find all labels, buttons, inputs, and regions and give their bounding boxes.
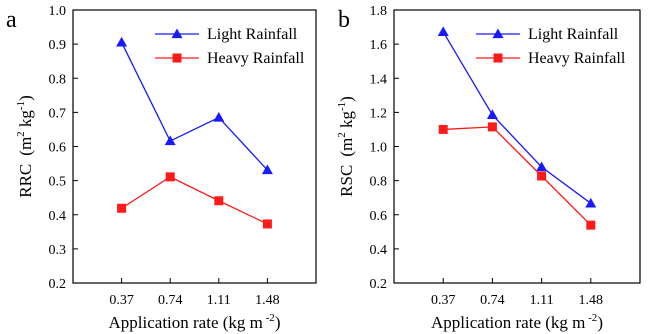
data-point-triangle bbox=[261, 164, 273, 175]
data-point-square bbox=[586, 220, 596, 230]
y-tick-label: 0.4 bbox=[49, 209, 67, 224]
x-tick-label: 1.11 bbox=[530, 293, 554, 308]
panel-label: b bbox=[338, 7, 350, 33]
x-axis-label-close: ) bbox=[275, 313, 281, 332]
data-point-square bbox=[438, 124, 448, 134]
x-tick-label: 0.37 bbox=[431, 293, 456, 308]
x-axis-label-main: Application rate (kg m bbox=[431, 313, 585, 332]
y-tick-label: 1.6 bbox=[370, 38, 388, 53]
y-tick-label: 0.2 bbox=[49, 277, 67, 292]
x-axis-label: Application rate (kg m -2) bbox=[431, 312, 603, 332]
y-axis-label: RRC (m2 kg-1) bbox=[15, 95, 35, 198]
y-tick-label: 0.3 bbox=[49, 243, 67, 258]
data-point-square bbox=[214, 196, 224, 206]
x-tick-label: 1.48 bbox=[579, 293, 604, 308]
y-tick-label: 0.2 bbox=[370, 277, 388, 292]
x-axis-label-close: ) bbox=[597, 313, 603, 332]
y-axis-label-unit-sup: -1 bbox=[336, 102, 348, 111]
y-tick-label: 1.4 bbox=[370, 72, 388, 87]
legend-marker-square bbox=[172, 53, 182, 63]
x-tick-label: 1.11 bbox=[207, 293, 231, 308]
series-line-1 bbox=[443, 126, 592, 226]
x-tick-label: 0.74 bbox=[158, 293, 183, 308]
data-point-triangle bbox=[585, 197, 597, 208]
y-tick-label: 0.8 bbox=[370, 175, 388, 190]
series-line-0 bbox=[121, 42, 268, 171]
panel-label: a bbox=[6, 7, 17, 33]
y-axis-label: RSC (m2 kg-1) bbox=[336, 96, 356, 197]
y-axis-label-main: RRC bbox=[16, 164, 35, 198]
y-tick-label: 1.0 bbox=[49, 4, 67, 19]
legend-label: Heavy Rainfall bbox=[207, 50, 305, 67]
chart-panel-a: a 0.2 0.3 0.4 0.5 0.6 0.7 0.8 0.9 1.0 0.37 0.74 1.11… bbox=[6, 4, 317, 332]
y-tick-label: 1.0 bbox=[370, 141, 388, 156]
data-point-square bbox=[537, 171, 547, 181]
y-tick-label: 0.4 bbox=[370, 243, 388, 258]
x-axis-label-superscript: -2 bbox=[263, 312, 275, 324]
y-axis-label-unit-sup: 2 bbox=[336, 132, 348, 138]
x-tick-label: 0.74 bbox=[480, 293, 505, 308]
x-axis-label-main: Application rate (kg m bbox=[109, 313, 263, 332]
y-tick-label: 0.5 bbox=[49, 175, 67, 190]
y-tick-label: 0.6 bbox=[370, 209, 388, 224]
y-tick-label: 0.8 bbox=[49, 72, 67, 87]
data-point-square bbox=[165, 172, 175, 182]
legend-label: Heavy Rainfall bbox=[528, 50, 626, 67]
legend-marker-square bbox=[493, 53, 503, 63]
legend-marker-triangle bbox=[171, 28, 183, 39]
y-tick-label: 1.8 bbox=[370, 4, 388, 19]
legend-label: Light Rainfall bbox=[207, 26, 298, 43]
y-axis-label-unit-mid: kg bbox=[337, 111, 356, 133]
series-line-0 bbox=[442, 31, 592, 204]
y-axis-label-unit-mid: kg bbox=[16, 110, 35, 132]
y-axis-label-unit-sup: 2 bbox=[15, 131, 27, 137]
data-point-triangle bbox=[536, 161, 548, 172]
data-point-triangle bbox=[486, 109, 498, 120]
data-point-square bbox=[487, 122, 497, 132]
legend-marker-triangle bbox=[492, 28, 504, 39]
data-point-triangle bbox=[164, 135, 176, 146]
y-axis-label-unit-open: (m bbox=[16, 137, 35, 156]
y-tick-label: 1.2 bbox=[370, 106, 388, 121]
chart-panel-b: b 0.2 0.4 0.6 0.8 1.0 1.2 1.4 1.6 1.8 0.37 0.74 1.11… bbox=[336, 4, 641, 332]
x-tick-label: 1.48 bbox=[255, 293, 280, 308]
x-axis-label-superscript: -2 bbox=[585, 312, 597, 324]
y-tick-label: 0.9 bbox=[49, 38, 67, 53]
data-point-triangle bbox=[116, 36, 128, 47]
data-point-triangle bbox=[213, 111, 225, 122]
y-tick-label: 0.6 bbox=[49, 141, 67, 156]
series-line-1 bbox=[121, 176, 268, 225]
x-tick-label: 0.37 bbox=[109, 293, 134, 308]
y-tick-label: 0.7 bbox=[49, 106, 67, 121]
data-point-square bbox=[117, 203, 127, 213]
y-axis-label-main: RSC bbox=[337, 165, 356, 197]
y-axis-label-unit-close: ) bbox=[337, 96, 356, 102]
legend-label: Light Rainfall bbox=[528, 26, 619, 43]
y-axis-label-unit-sup: -1 bbox=[15, 101, 27, 110]
data-point-square bbox=[262, 219, 272, 229]
y-axis-label-unit-close: ) bbox=[16, 95, 35, 101]
data-point-triangle bbox=[437, 26, 449, 36]
y-axis-label-unit-open: (m bbox=[337, 138, 356, 157]
x-axis-label: Application rate (kg m -2) bbox=[109, 312, 281, 332]
